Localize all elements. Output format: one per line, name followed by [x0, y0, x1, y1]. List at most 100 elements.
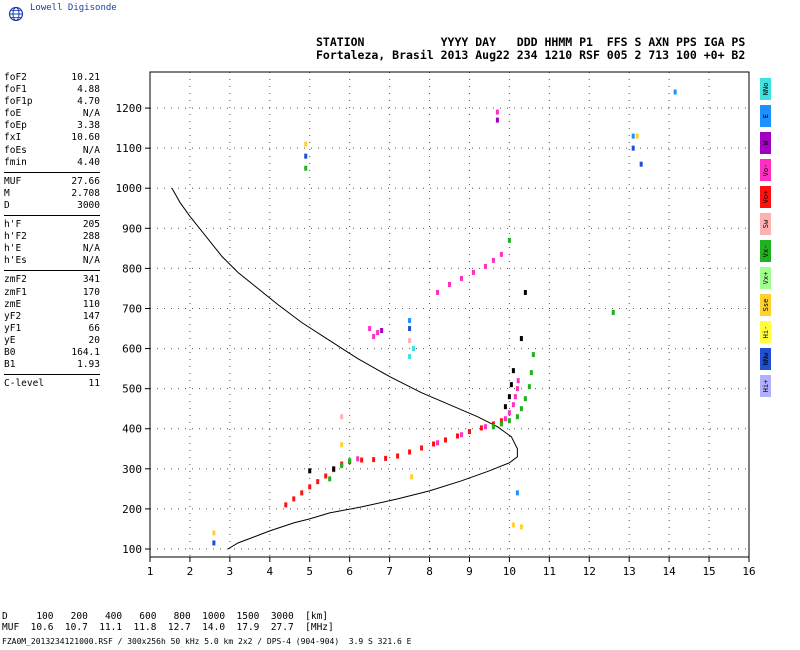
param-row: foF2 10.21 — [4, 72, 100, 84]
trace-point — [340, 463, 344, 469]
trace-point — [495, 109, 499, 115]
param-row: MUF 27.66 — [4, 176, 100, 188]
trace-point — [531, 352, 535, 358]
param-value: 20 — [88, 334, 100, 346]
trace-point — [308, 468, 312, 474]
y-tick-label: 300 — [122, 463, 142, 476]
muf-table: D 100 200 400 600 800 1000 1500 3000 [km… — [2, 611, 334, 633]
trace-point — [511, 368, 515, 374]
legend-item: NNw — [760, 348, 771, 370]
trace-point — [507, 410, 511, 416]
legend-label: Sse — [761, 298, 770, 312]
param-row: M 2.708 — [4, 188, 100, 200]
globe-icon — [8, 6, 24, 22]
param-value: 3000 — [77, 199, 100, 211]
trace-point — [408, 338, 412, 344]
trace-point — [519, 524, 523, 530]
legend-item: E — [760, 105, 771, 127]
param-name: foF2 — [4, 72, 27, 83]
trace-point — [611, 309, 615, 315]
param-name: yE — [4, 334, 16, 346]
plot-frame — [149, 71, 750, 558]
param-row: B1 1.93 — [4, 359, 100, 371]
legend-item: Vo- — [760, 159, 771, 181]
axes-frame — [145, 71, 750, 562]
file-info: FZA0M_2013234121000.RSF / 300x256h 50 kH… — [2, 637, 412, 646]
param-value: 170 — [82, 286, 100, 298]
trace-point — [459, 275, 463, 281]
trace-point — [479, 425, 483, 431]
param-row: h'F 205 — [4, 219, 100, 231]
param-name: h'E — [4, 243, 22, 255]
trace-point — [384, 455, 388, 461]
param-name: C-level — [4, 378, 45, 390]
legend-label: Hi+ — [761, 379, 770, 393]
param-value: 1.93 — [77, 359, 100, 371]
trace-series — [408, 89, 677, 496]
param-row: foF1 4.88 — [4, 84, 100, 96]
y-tick-label: 1000 — [116, 182, 143, 195]
param-name: zmE — [4, 298, 22, 310]
trace-point — [316, 479, 320, 485]
trace-series — [340, 338, 412, 420]
header-line-1: STATION YYYY DAY DDD HHMM P1 FFS S AXN P… — [316, 35, 746, 49]
param-row: D 3000 — [4, 200, 100, 212]
trace-point — [509, 382, 513, 388]
legend-label: Sw — [761, 219, 770, 229]
param-name: B1 — [4, 359, 16, 371]
trace-point — [212, 540, 216, 546]
x-tick-label: 2 — [187, 565, 194, 578]
legend-item: Vx- — [760, 240, 771, 262]
param-row: foF1p 4.70 — [4, 96, 100, 108]
tick-labels: 1 2 3 4 5 6 7 8 9 10 11 12 13 14 15 1610020030040050060… — [116, 102, 756, 578]
y-tick-label: 1200 — [116, 102, 143, 115]
trace-point — [420, 445, 424, 451]
param-value: 66 — [88, 322, 100, 334]
y-tick-label: 700 — [122, 302, 142, 315]
param-name: foEs — [4, 144, 27, 156]
trace-point — [673, 89, 677, 95]
legend-item: NNo — [760, 78, 771, 100]
legend-label: Vx- — [761, 244, 770, 258]
trace-point — [491, 421, 495, 427]
trace-point — [529, 370, 533, 376]
trace-point — [324, 473, 328, 479]
trace-point — [376, 330, 380, 336]
trace-point — [519, 406, 523, 412]
trace-point — [328, 476, 332, 482]
param-name: zmF1 — [4, 286, 27, 298]
param-row: h'F2 288 — [4, 231, 100, 243]
trace-point — [292, 496, 296, 502]
param-value: 3.38 — [77, 120, 100, 132]
trace-point — [471, 269, 475, 275]
param-value: N/A — [82, 255, 100, 267]
trace-point — [507, 394, 511, 400]
param-group: C-level 11 — [4, 378, 100, 393]
trace-point — [408, 326, 412, 332]
trace-point — [340, 414, 344, 420]
trace-point — [483, 263, 487, 269]
param-name: foEp — [4, 120, 27, 132]
param-name: yF2 — [4, 310, 22, 322]
param-value: 110 — [82, 298, 100, 310]
trace-point — [515, 414, 519, 420]
trace-point — [491, 424, 495, 430]
legend-label: Vo- — [761, 163, 770, 177]
y-tick-label: 200 — [122, 503, 142, 516]
trace-point — [444, 437, 448, 443]
trace-point — [631, 145, 635, 151]
legend-label: Vo+ — [761, 190, 770, 204]
param-row: yE 20 — [4, 335, 100, 347]
trace-point — [455, 433, 459, 439]
x-tick-label: 4 — [266, 565, 273, 578]
trace-point — [396, 453, 400, 459]
trace-point — [408, 449, 412, 455]
scaled-parameters-panel: foF2 10.21 foF1 4.88 foF1p 4.70 foE N/A foEp 3.38… — [4, 72, 100, 396]
param-row: B0 164.1 — [4, 347, 100, 359]
trace-point — [523, 289, 527, 295]
param-name: foF1 — [4, 84, 27, 96]
param-value: 4.70 — [77, 96, 100, 108]
trace-point — [516, 378, 520, 384]
legend-item: Vo+ — [760, 186, 771, 208]
param-name: MUF — [4, 175, 22, 187]
